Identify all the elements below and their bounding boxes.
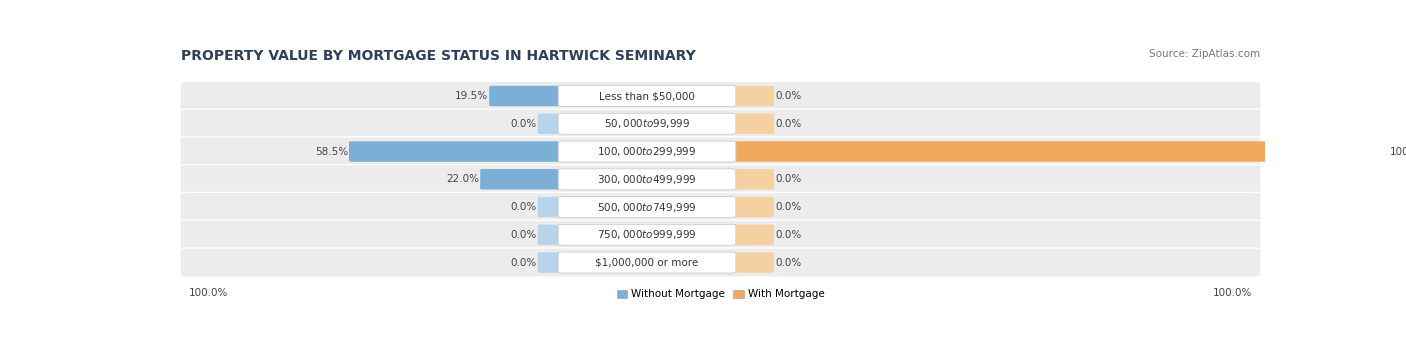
FancyBboxPatch shape — [558, 196, 735, 218]
Legend: Without Mortgage, With Mortgage: Without Mortgage, With Mortgage — [613, 285, 828, 303]
FancyBboxPatch shape — [349, 141, 565, 162]
FancyBboxPatch shape — [180, 137, 1261, 166]
FancyBboxPatch shape — [180, 248, 1261, 277]
Text: 100.0%: 100.0% — [1389, 147, 1406, 157]
FancyBboxPatch shape — [481, 169, 565, 190]
FancyBboxPatch shape — [558, 86, 735, 106]
FancyBboxPatch shape — [180, 192, 1261, 222]
FancyBboxPatch shape — [728, 141, 1389, 162]
FancyBboxPatch shape — [728, 225, 773, 245]
Text: 0.0%: 0.0% — [510, 119, 537, 129]
FancyBboxPatch shape — [537, 252, 565, 273]
Text: 0.0%: 0.0% — [775, 174, 801, 184]
Text: 100.0%: 100.0% — [1213, 288, 1253, 298]
Text: PROPERTY VALUE BY MORTGAGE STATUS IN HARTWICK SEMINARY: PROPERTY VALUE BY MORTGAGE STATUS IN HAR… — [181, 49, 696, 63]
FancyBboxPatch shape — [728, 114, 773, 134]
FancyBboxPatch shape — [558, 252, 735, 273]
FancyBboxPatch shape — [728, 86, 773, 106]
FancyBboxPatch shape — [537, 197, 565, 217]
FancyBboxPatch shape — [180, 81, 1261, 111]
Text: $750,000 to $999,999: $750,000 to $999,999 — [598, 228, 697, 241]
FancyBboxPatch shape — [558, 113, 735, 134]
Text: Source: ZipAtlas.com: Source: ZipAtlas.com — [1149, 49, 1260, 59]
Text: 0.0%: 0.0% — [510, 257, 537, 268]
FancyBboxPatch shape — [558, 141, 735, 162]
Text: Less than $50,000: Less than $50,000 — [599, 91, 695, 101]
FancyBboxPatch shape — [489, 86, 565, 106]
Text: $100,000 to $299,999: $100,000 to $299,999 — [598, 145, 697, 158]
Text: 0.0%: 0.0% — [775, 91, 801, 101]
FancyBboxPatch shape — [537, 114, 565, 134]
Text: 0.0%: 0.0% — [775, 202, 801, 212]
FancyBboxPatch shape — [728, 252, 773, 273]
Text: 0.0%: 0.0% — [775, 119, 801, 129]
Text: 0.0%: 0.0% — [775, 257, 801, 268]
Text: 0.0%: 0.0% — [775, 230, 801, 240]
Text: 22.0%: 22.0% — [446, 174, 479, 184]
FancyBboxPatch shape — [537, 225, 565, 245]
Text: 19.5%: 19.5% — [456, 91, 488, 101]
Text: $500,000 to $749,999: $500,000 to $749,999 — [598, 201, 697, 213]
Text: $50,000 to $99,999: $50,000 to $99,999 — [603, 117, 690, 130]
Text: 58.5%: 58.5% — [315, 147, 347, 157]
FancyBboxPatch shape — [180, 165, 1261, 194]
FancyBboxPatch shape — [558, 169, 735, 190]
Text: $1,000,000 or more: $1,000,000 or more — [595, 257, 699, 268]
FancyBboxPatch shape — [180, 109, 1261, 138]
Text: 100.0%: 100.0% — [188, 288, 228, 298]
Text: $300,000 to $499,999: $300,000 to $499,999 — [598, 173, 697, 186]
FancyBboxPatch shape — [728, 169, 773, 190]
Text: 0.0%: 0.0% — [510, 230, 537, 240]
FancyBboxPatch shape — [558, 224, 735, 245]
Text: 0.0%: 0.0% — [510, 202, 537, 212]
FancyBboxPatch shape — [728, 197, 773, 217]
FancyBboxPatch shape — [180, 220, 1261, 250]
